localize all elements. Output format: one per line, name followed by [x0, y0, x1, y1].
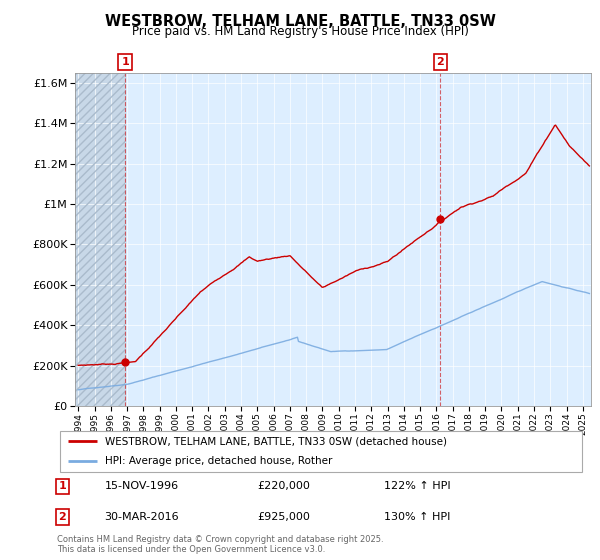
Text: 1: 1 [121, 57, 129, 67]
Text: 1: 1 [58, 482, 66, 491]
Text: Contains HM Land Registry data © Crown copyright and database right 2025.
This d: Contains HM Land Registry data © Crown c… [57, 535, 383, 554]
FancyBboxPatch shape [59, 431, 583, 472]
Text: 2: 2 [58, 512, 66, 522]
Text: £925,000: £925,000 [257, 512, 311, 522]
Text: £220,000: £220,000 [257, 482, 311, 491]
Text: 130% ↑ HPI: 130% ↑ HPI [385, 512, 451, 522]
Text: WESTBROW, TELHAM LANE, BATTLE, TN33 0SW: WESTBROW, TELHAM LANE, BATTLE, TN33 0SW [104, 14, 496, 29]
Text: HPI: Average price, detached house, Rother: HPI: Average price, detached house, Roth… [104, 456, 332, 466]
Text: 122% ↑ HPI: 122% ↑ HPI [385, 482, 451, 491]
Text: 15-NOV-1996: 15-NOV-1996 [104, 482, 179, 491]
Text: WESTBROW, TELHAM LANE, BATTLE, TN33 0SW (detached house): WESTBROW, TELHAM LANE, BATTLE, TN33 0SW … [104, 436, 446, 446]
Bar [75, 73, 125, 406]
Bar [75, 73, 125, 406]
Text: 2: 2 [437, 57, 445, 67]
Text: Price paid vs. HM Land Registry's House Price Index (HPI): Price paid vs. HM Land Registry's House … [131, 25, 469, 38]
Text: 30-MAR-2016: 30-MAR-2016 [104, 512, 179, 522]
